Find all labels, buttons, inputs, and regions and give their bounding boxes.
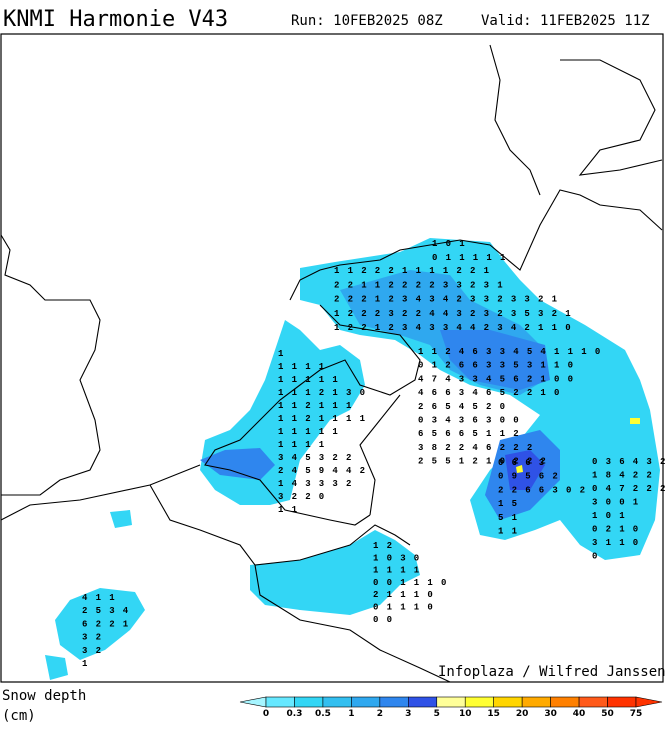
colorbar-tick-label: 1 xyxy=(348,709,354,719)
depth-label-row: 0 0 1 1 1 0 xyxy=(373,578,448,588)
colorbar-tick-label: 10 xyxy=(459,709,472,719)
depth-label-row: 3 8 2 2 4 6 2 2 2 xyxy=(418,443,534,453)
depth-label-row: 1 xyxy=(82,659,89,669)
snow-areas xyxy=(45,238,660,680)
depth-label-row: 1 1 1 2 1 3 0 xyxy=(278,388,366,398)
colorbar-segment xyxy=(351,696,381,708)
depth-label-row: 3 1 1 0 xyxy=(592,538,640,548)
colorbar-tick-label: 50 xyxy=(601,709,614,719)
colorbar-segment xyxy=(464,696,494,708)
depth-label-row: 0 9 5 6 2 xyxy=(498,472,559,482)
colorbar-segment xyxy=(436,696,466,708)
depth-label-row: 0 2 1 0 xyxy=(592,525,640,535)
depth-label-row: 2 4 5 9 4 4 2 xyxy=(278,466,366,476)
depth-label-row: 0 3 4 3 6 3 0 0 xyxy=(418,416,520,426)
colorbar-tick-label: 0.5 xyxy=(315,709,331,719)
colorbar-segment xyxy=(294,696,324,708)
depth-label-row: 3 0 0 1 xyxy=(592,498,640,508)
depth-label-row: 1 5 xyxy=(498,499,518,509)
colorbar-segment xyxy=(322,696,352,708)
colorbar-segment xyxy=(550,696,580,708)
valid-time: Valid: 11FEB2025 11Z xyxy=(481,13,650,29)
depth-label-row: 1 2 2 2 3 2 2 4 4 3 2 3 2 3 5 3 2 1 xyxy=(334,309,572,319)
depth-label-row: 1 1 1 1 1 xyxy=(278,427,339,437)
colorbar-segment xyxy=(521,696,551,708)
depth-label-row: 0 1 2 6 6 3 3 5 3 1 1 0 xyxy=(418,361,574,371)
map: 1 0 1 0 1 1 1 1 1 1 1 2 2 2 1 1 1 1 2 2 1 2… xyxy=(0,33,665,683)
depth-label-row: 3 2 xyxy=(82,633,102,643)
colorbar: 0 0.3 0.5 1 2 3 5 10 15 20 30 40 50 75 xyxy=(239,696,663,719)
depth-label-row: 1 1 2 1 1 1 1 xyxy=(278,414,366,424)
colorbar-tick-label: 75 xyxy=(630,709,643,719)
colorbar-start xyxy=(239,696,267,708)
legend-unit: (cm) xyxy=(2,708,36,724)
depth-label-row: 0 3 6 4 3 2 xyxy=(592,457,665,467)
run-time: Run: 10FEB2025 08Z xyxy=(291,13,443,29)
depth-label-row: 4 1 1 xyxy=(82,593,116,603)
colorbar-tick-label: 30 xyxy=(544,709,557,719)
depth-label-row: 4 7 4 3 3 4 5 6 2 1 0 0 xyxy=(418,374,574,384)
depth-label-row: 1 1 xyxy=(498,527,518,537)
depth-label-row: 2 2 6 6 3 0 2 xyxy=(498,485,586,495)
colorbar-segment xyxy=(265,696,295,708)
depth-label-row: 3 4 5 3 2 2 xyxy=(278,453,353,463)
coastlines xyxy=(0,44,663,683)
colorbar-end xyxy=(635,696,663,708)
depth-label-row: 0 xyxy=(592,552,599,562)
snow-depth-labels: 1 0 1 0 1 1 1 1 1 1 1 2 2 2 1 1 1 1 2 2 1 2… xyxy=(82,239,665,669)
colorbar-tick-label: 2 xyxy=(377,709,383,719)
depth-label-row: 1 0 1 xyxy=(592,511,626,521)
depth-label-row: 0 1 1 1 0 xyxy=(373,603,434,613)
depth-label-row: 1 1 1 1 xyxy=(278,362,326,372)
depth-label-row: 4 6 6 3 4 6 5 2 2 1 0 xyxy=(418,388,561,398)
depth-label-row: 1 0 1 xyxy=(432,239,466,249)
depth-label-row: 5 1 xyxy=(498,513,518,523)
colorbar-tick-label: 5 xyxy=(434,709,440,719)
title: KNMI Harmonie V43 xyxy=(3,7,228,32)
depth-label-row: 2 1 1 1 0 xyxy=(373,590,434,600)
colorbar-tick-label: 0 xyxy=(263,709,269,719)
depth-label-row: 1 1 2 1 1 1 xyxy=(278,401,353,411)
depth-label-row: 1 1 1 1 1 xyxy=(278,375,339,385)
depth-label-row: 3 2 2 0 xyxy=(278,492,326,502)
depth-label-row: 0 4 7 2 2 2 xyxy=(592,484,665,494)
colorbar-tick-label: 0.3 xyxy=(286,709,302,719)
depth-label-row: 3 2 xyxy=(82,646,102,656)
depth-label-row: 1 2 xyxy=(373,541,393,551)
depth-label-row: 6 2 2 1 xyxy=(82,619,130,629)
depth-label-row: 1 1 xyxy=(278,505,298,515)
colorbar-segment xyxy=(578,696,608,708)
colorbar-segment xyxy=(408,696,438,708)
colorbar-tick-label: 3 xyxy=(405,709,411,719)
colorbar-segment xyxy=(493,696,523,708)
depth-label-row: 0 6 6 3 xyxy=(498,458,546,468)
colorbar-segment xyxy=(607,696,637,708)
colorbar-segment xyxy=(379,696,409,708)
depth-label-row: 1 1 2 2 2 1 1 1 1 2 2 1 xyxy=(334,266,490,276)
depth-label-row: 1 4 3 3 3 2 xyxy=(278,479,353,489)
depth-label-row: 1 xyxy=(278,349,285,359)
depth-label-row: 2 5 5 1 2 1 0 2 2 2 xyxy=(418,457,547,467)
depth-label-row: 2 2 1 1 2 2 2 2 3 3 2 3 1 xyxy=(334,280,504,290)
credit: Infoplaza / Wilfred Janssen xyxy=(438,664,665,680)
legend-title: Snow depth xyxy=(2,688,86,704)
depth-label-row: 1 1 1 1 xyxy=(278,440,326,450)
depth-label-row: 1 1 2 4 6 3 3 4 5 4 1 1 1 0 xyxy=(418,347,602,357)
depth-label-row: 1 1 1 1 xyxy=(373,566,421,576)
colorbar-tick-label: 15 xyxy=(487,709,500,719)
depth-label-row: 2 5 3 4 xyxy=(82,606,130,616)
colorbar-tick-label: 20 xyxy=(516,709,529,719)
colorbar-tick-label: 40 xyxy=(573,709,586,719)
depth-label-row: 1 8 4 2 2 xyxy=(592,471,653,481)
depth-label-row: 0 1 1 1 1 1 xyxy=(432,253,507,263)
depth-label-row: 2 6 5 4 5 2 0 xyxy=(418,402,506,412)
depth-label-row: 1 0 3 0 xyxy=(373,553,421,563)
depth-label-row: 2 2 2 1 2 3 4 3 4 2 3 3 2 3 3 2 1 xyxy=(334,295,558,305)
depth-label-row: 1 2 2 1 2 3 4 3 3 4 4 2 3 4 2 1 1 0 xyxy=(334,323,572,333)
depth-label-row: 0 0 xyxy=(373,615,393,625)
depth-label-row: 6 5 6 6 5 1 1 2 xyxy=(418,429,520,439)
